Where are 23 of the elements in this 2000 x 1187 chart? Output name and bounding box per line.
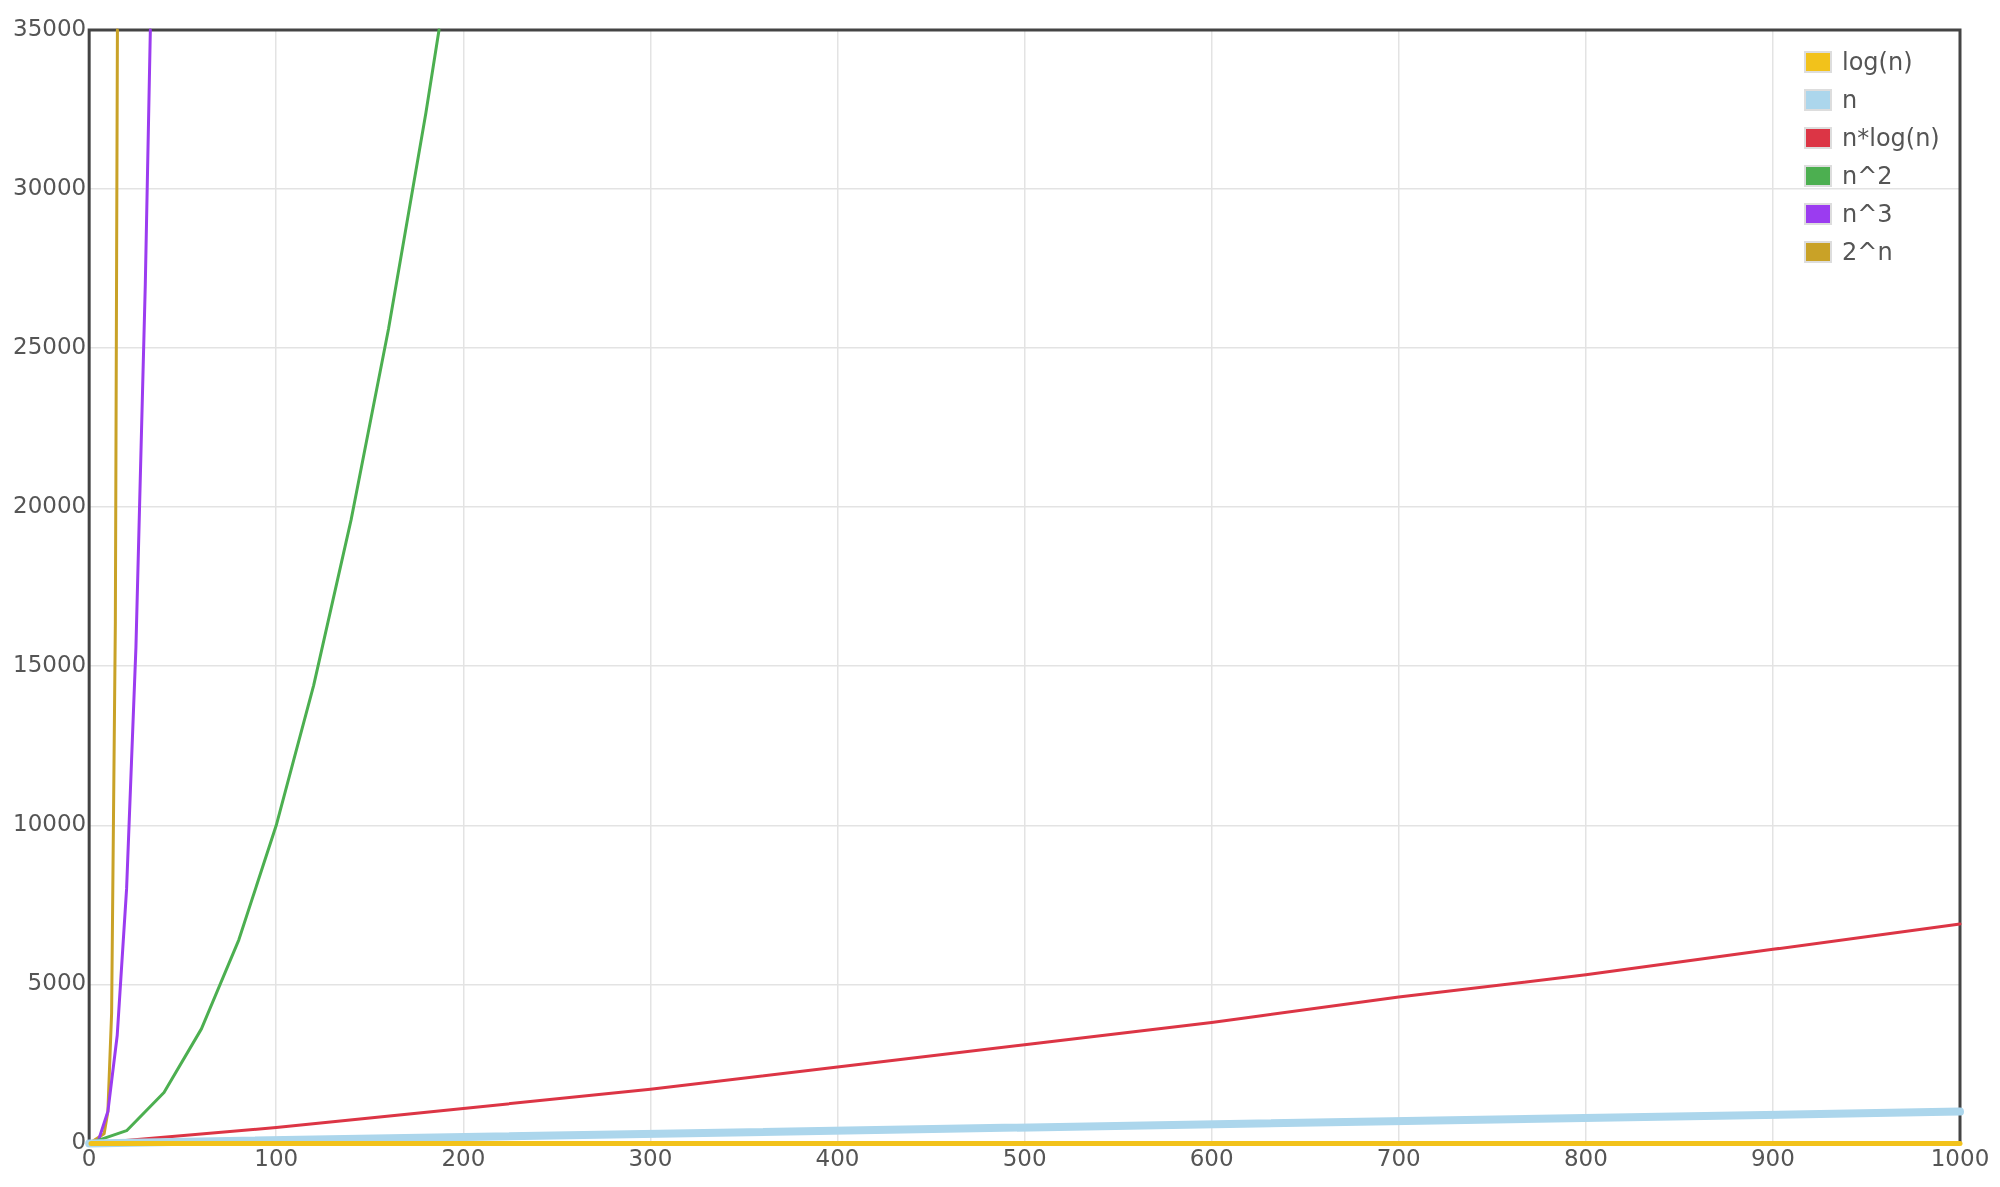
x-tick-label: 200: [441, 1145, 486, 1172]
legend-label: log(n): [1842, 48, 1913, 76]
x-tick-label: 800: [1563, 1145, 1608, 1172]
legend-label: n: [1842, 86, 1858, 114]
x-tick-label: 700: [1376, 1145, 1421, 1172]
y-tick-label: 35000: [12, 14, 87, 41]
y-tick-label: 15000: [12, 651, 87, 678]
x-tick-label: 500: [1002, 1145, 1047, 1172]
legend-label: 2^n: [1842, 238, 1893, 266]
x-tick-label: 400: [815, 1145, 860, 1172]
y-tick-label: 20000: [12, 492, 87, 519]
x-tick-label: 1000: [1930, 1145, 1990, 1172]
y-tick-label: 10000: [12, 810, 87, 837]
legend-label: n^3: [1842, 200, 1893, 228]
x-tick-label: 600: [1189, 1145, 1234, 1172]
y-tick-label: 5000: [27, 969, 87, 996]
x-tick-label: 100: [254, 1145, 299, 1172]
legend-label: n*log(n): [1842, 124, 1940, 152]
y-tick-label: 30000: [12, 174, 87, 201]
x-tick-label: 900: [1750, 1145, 1795, 1172]
y-tick-label: 25000: [12, 333, 87, 360]
legend-label: n^2: [1842, 162, 1893, 190]
x-tick-label: 300: [628, 1145, 673, 1172]
